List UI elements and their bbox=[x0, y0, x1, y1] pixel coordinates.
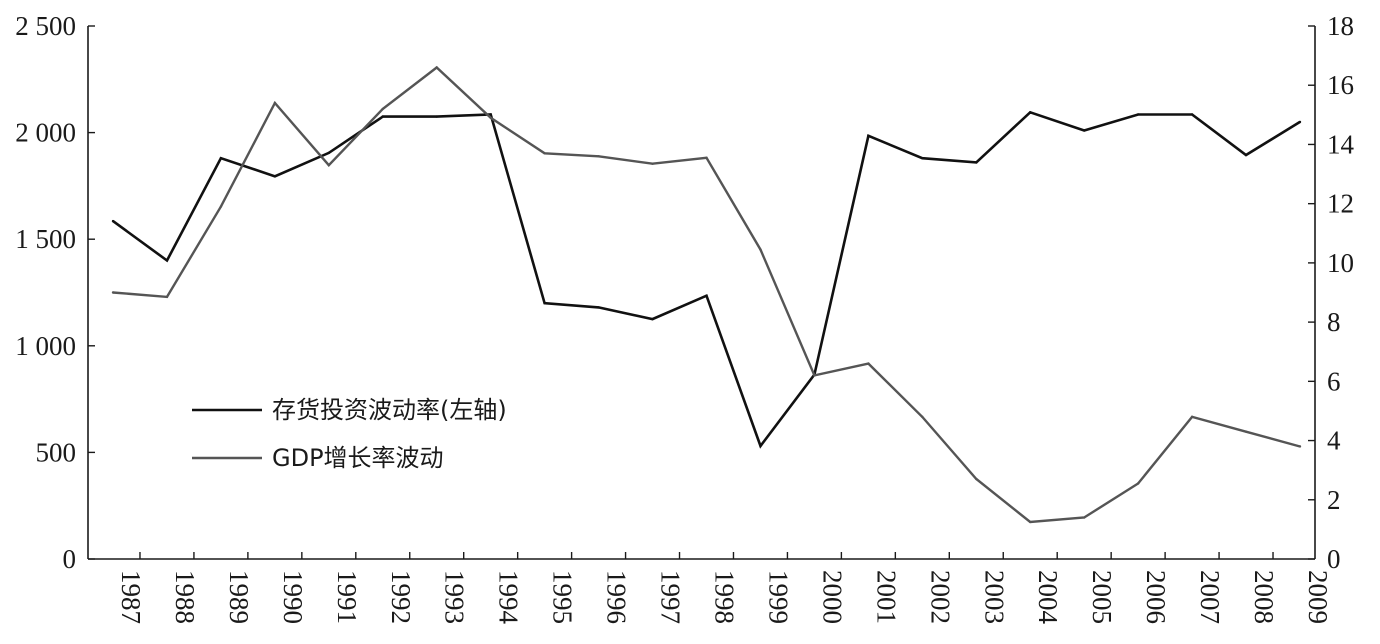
data-point-inventory bbox=[867, 134, 870, 137]
data-point-inventory bbox=[1190, 113, 1194, 116]
data-point-gdp bbox=[705, 156, 708, 159]
x-tick-label: 1992 bbox=[386, 570, 416, 624]
y-left-tick-label: 0 bbox=[63, 544, 77, 574]
data-point-gdp bbox=[327, 163, 331, 167]
data-point-gdp bbox=[381, 107, 384, 111]
x-tick-label: 2005 bbox=[1087, 570, 1117, 624]
legend-label-gdp: GDP增长率波动 bbox=[272, 444, 444, 472]
data-point-inventory bbox=[543, 301, 546, 305]
data-point-gdp bbox=[1136, 482, 1140, 485]
legend-label-inventory: 存货投资波动率(左轴) bbox=[272, 396, 507, 424]
y-right-tick-label: 0 bbox=[1327, 544, 1341, 574]
x-tick-label: 1999 bbox=[763, 570, 793, 624]
data-point-gdp bbox=[921, 415, 924, 419]
y-right-tick-label: 4 bbox=[1327, 426, 1341, 456]
data-point-gdp bbox=[1244, 430, 1248, 433]
chart-axes: 0 500 1 000 1 500 2 000 2 500 0 2 4 6 8 10 12 14 16 18 1… bbox=[15, 11, 1354, 625]
data-point-gdp bbox=[273, 101, 277, 105]
y-right-tick-label: 6 bbox=[1327, 366, 1341, 396]
data-point-inventory bbox=[705, 294, 708, 297]
data-point-gdp bbox=[165, 295, 169, 299]
x-tick-label: 1989 bbox=[224, 570, 254, 624]
y-left-tick-label: 1 500 bbox=[15, 224, 76, 254]
data-point-gdp bbox=[1082, 516, 1086, 519]
y-right-tick-label: 8 bbox=[1327, 307, 1341, 337]
data-point-gdp bbox=[435, 66, 438, 69]
x-tick-label: 1987 bbox=[116, 570, 146, 624]
x-tick-label: 1998 bbox=[710, 570, 740, 624]
data-point-inventory bbox=[219, 156, 223, 160]
y-left-tick-label: 2 500 bbox=[15, 11, 76, 41]
data-point-inventory bbox=[1298, 120, 1302, 124]
x-tick-label: 2007 bbox=[1195, 570, 1225, 624]
y-left-tick-label: 2 000 bbox=[15, 118, 76, 148]
y-right-tick-label: 16 bbox=[1327, 70, 1354, 100]
x-tick-label: 1995 bbox=[548, 570, 578, 624]
chart-series bbox=[111, 65, 1302, 524]
data-point-gdp bbox=[1190, 415, 1194, 419]
y-left-tick-label: 500 bbox=[36, 437, 77, 467]
data-point-gdp bbox=[867, 362, 870, 365]
data-point-inventory bbox=[975, 161, 978, 164]
x-tick-label: 1997 bbox=[656, 570, 686, 624]
x-tick-label: 1988 bbox=[170, 570, 200, 624]
data-point-inventory bbox=[1136, 113, 1140, 116]
data-point-gdp bbox=[489, 116, 492, 119]
x-tick-label: 2006 bbox=[1141, 570, 1171, 624]
x-tick-label: 2008 bbox=[1249, 570, 1279, 624]
data-point-inventory bbox=[273, 175, 277, 178]
data-point-gdp bbox=[543, 152, 546, 155]
x-tick-label: 1990 bbox=[278, 570, 308, 624]
x-tick-label: 1991 bbox=[332, 570, 362, 624]
data-point-inventory bbox=[111, 219, 115, 223]
x-tick-label: 2000 bbox=[817, 570, 847, 624]
data-point-inventory bbox=[1029, 111, 1032, 114]
data-point-inventory bbox=[1082, 129, 1086, 132]
data-point-inventory bbox=[921, 156, 924, 160]
chart-legend: 存货投资波动率(左轴) GDP增长率波动 bbox=[192, 396, 507, 472]
data-point-inventory bbox=[651, 317, 654, 321]
x-tick-label: 1993 bbox=[440, 570, 470, 624]
x-tick-label: 2002 bbox=[925, 570, 955, 624]
y-right-tick-label: 10 bbox=[1327, 248, 1354, 278]
y-right-tick-label: 12 bbox=[1327, 189, 1354, 219]
x-tick-label: 2003 bbox=[979, 570, 1009, 624]
x-tick-label: 1994 bbox=[494, 570, 524, 625]
data-point-gdp bbox=[975, 477, 978, 481]
data-point-gdp bbox=[759, 248, 762, 251]
data-point-inventory bbox=[597, 306, 600, 309]
data-point-inventory bbox=[435, 115, 438, 118]
data-point-inventory bbox=[381, 115, 384, 118]
x-tick-label: 1996 bbox=[602, 570, 632, 624]
data-point-gdp bbox=[813, 374, 816, 377]
data-point-inventory bbox=[759, 444, 762, 448]
data-point-gdp bbox=[111, 291, 115, 294]
data-point-inventory bbox=[165, 259, 169, 262]
data-point-gdp bbox=[651, 162, 654, 165]
x-tick-label: 2001 bbox=[871, 570, 901, 624]
data-point-inventory bbox=[327, 151, 331, 155]
y-right-tick-label: 14 bbox=[1327, 129, 1355, 159]
data-point-inventory bbox=[489, 113, 492, 116]
y-left-tick-label: 1 000 bbox=[15, 331, 76, 361]
y-right-tick-label: 2 bbox=[1327, 485, 1341, 515]
x-tick-label: 2009 bbox=[1303, 570, 1333, 624]
x-tick-label: 2004 bbox=[1033, 570, 1063, 625]
data-point-gdp bbox=[219, 205, 223, 208]
data-point-inventory bbox=[1244, 153, 1248, 157]
data-point-gdp bbox=[1298, 445, 1302, 448]
data-point-gdp bbox=[597, 155, 600, 158]
data-point-gdp bbox=[1029, 520, 1032, 524]
y-right-tick-label: 18 bbox=[1327, 11, 1354, 41]
